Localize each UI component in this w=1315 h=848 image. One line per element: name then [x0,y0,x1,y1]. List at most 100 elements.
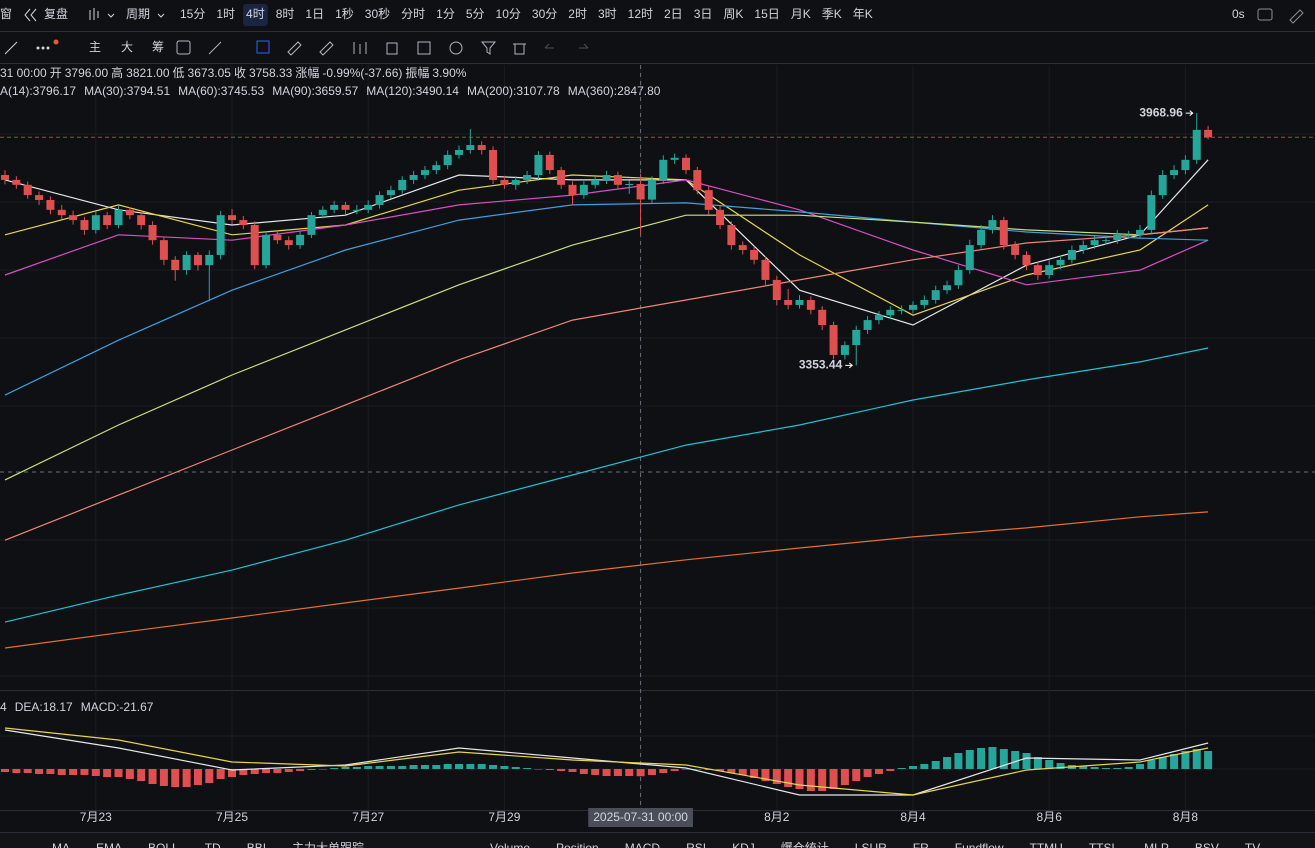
indicator-chip[interactable]: 筹 [152,40,164,54]
toolbar-item[interactable]: 复盘 [44,6,68,21]
period-button[interactable]: 12时 [628,7,653,21]
period-button[interactable]: 分时 [401,7,425,21]
chart-type-icon[interactable] [89,8,99,20]
candle-body [795,300,804,305]
drawing-tools[interactable] [176,40,589,56]
macd-legend: DEA:18.17 [15,700,73,714]
macd-bar [228,769,236,777]
indicator-tab[interactable]: Fundflow [955,841,1004,848]
macd-bar [284,769,293,772]
ma-line [4,202,1209,396]
indicator-tab[interactable]: BSV [1195,841,1219,848]
edit-icon[interactable] [1289,9,1304,24]
candle-body [57,209,66,216]
indicator-tab[interactable]: TTMU [1030,841,1063,848]
candle-body [716,209,725,225]
period-button[interactable]: 1时 [216,7,235,21]
period-button[interactable]: 周K [723,7,743,21]
indicator-chip[interactable]: 主 [89,40,101,54]
macd-bar [1181,751,1190,769]
macd-bar [250,769,259,774]
indicator-tab[interactable]: 爆仓统计 [781,841,829,848]
indicator-tab[interactable]: Position [556,841,599,848]
macd-bar [12,769,21,773]
indicator-tab[interactable]: FR [913,841,929,848]
period-button[interactable]: 3日 [694,7,713,21]
candle-body [693,170,702,191]
candle-body [954,270,963,286]
macd-legend: MACD:-21.67 [81,700,154,714]
candle-body [704,190,713,210]
indicator-tab[interactable]: MLP [1144,841,1169,848]
dropdown-icon[interactable] [107,13,115,18]
macd-bar [602,769,611,776]
more-tool[interactable] [36,46,50,50]
period-button[interactable]: 4时 [246,7,265,21]
period-button[interactable]: 2日 [664,7,683,21]
candle-body [1079,245,1088,250]
macd-bar [659,769,668,773]
indicator-tab[interactable]: Volume [490,841,530,848]
replay-icon[interactable] [24,8,37,22]
candle-body [897,309,906,311]
badge [53,39,59,45]
macd-bar [466,764,475,769]
candle-body [1113,234,1122,241]
candle-body [772,279,781,300]
ohlc-legend: 3673.05 [188,66,232,80]
period-button[interactable]: 5分 [466,7,485,21]
macd-bar [579,769,588,774]
period-button[interactable]: 10分 [496,7,521,21]
macd-bar [330,768,339,769]
period-button[interactable]: 月K [791,7,811,21]
candle-body [1170,170,1179,175]
candle-body [909,304,917,310]
candle-body [682,157,690,171]
candle-body [557,170,566,185]
indicator-tab[interactable]: MA [52,841,70,848]
candle-body [46,200,55,210]
period-button[interactable]: 季K [822,7,842,21]
macd-bar [886,769,895,771]
period-button[interactable]: 30秒 [365,7,390,21]
indicator-tab[interactable]: TTSL [1089,841,1119,848]
indicator-tab[interactable]: 主力大单跟踪 [292,841,364,848]
candle-body [602,175,611,180]
period-button[interactable]: 1秒 [335,7,354,21]
period-button[interactable]: 2时 [568,7,587,21]
period-button[interactable]: 15日 [754,7,779,21]
indicator-tab[interactable]: BOLL [148,841,179,848]
period-button[interactable]: 1日 [305,7,324,21]
indicator-chip[interactable]: 大 [121,40,133,54]
macd-bar [1158,757,1167,769]
toolbar-item[interactable]: 窗 [0,7,12,21]
crosshair-label-bg [588,808,693,827]
indicator-tab[interactable]: LSUR [855,841,887,848]
indicator-tab[interactable]: EMA [96,841,122,848]
indicator-tab[interactable]: TV [1245,841,1260,848]
candle-body [591,179,600,185]
indicator-tab[interactable]: MACD [625,841,661,848]
screenshot-icon[interactable] [1257,8,1273,21]
macd-bar [625,769,634,776]
period-button[interactable]: 年K [853,7,873,21]
ohlc-legend: 振幅 [405,65,429,80]
indicator-tab[interactable]: RSI [686,841,706,848]
macd-bar [909,766,917,769]
indicator-tab[interactable]: BBI [247,841,266,848]
candle-body [35,195,44,200]
period-button[interactable]: 3时 [598,7,617,21]
period-button[interactable]: 15分 [180,7,205,21]
crosshair-label: 2025-07-31 00:00 [593,810,688,824]
line-tool[interactable] [4,41,18,55]
period-button[interactable]: 8时 [276,7,295,21]
indicator-tab[interactable]: KDJ [732,841,755,848]
toolbar-item[interactable]: 周期 [126,7,150,21]
candle-body [103,215,112,225]
period-active-bg [243,4,268,26]
period-button[interactable]: 30分 [532,7,557,21]
indicator-tab[interactable]: TD [205,841,221,848]
price-annotation: 3353.44 [799,358,843,372]
period-button[interactable]: 1分 [436,7,455,21]
candle-body [920,300,929,305]
